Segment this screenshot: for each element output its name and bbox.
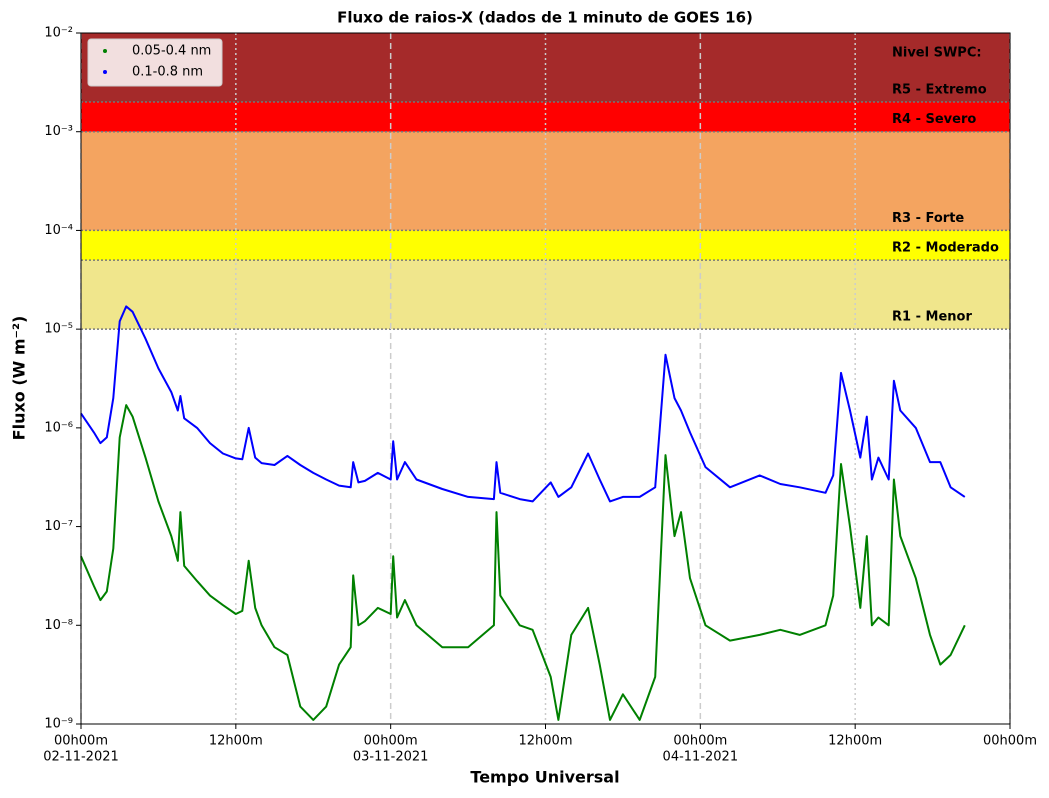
x-axis-label: Tempo Universal <box>470 768 619 787</box>
level-label: R1 - Menor <box>892 310 972 325</box>
chart-title: Fluxo de raios-X (dados de 1 minuto de G… <box>337 9 753 27</box>
x-tick-label: 00h00m <box>54 734 108 749</box>
x-tick-label: 12h00m <box>209 734 263 749</box>
legend-box <box>87 38 223 87</box>
y-tick-label: 10⁻⁴ <box>44 223 73 238</box>
x-tick-label: 00h00m <box>364 734 418 749</box>
series-line <box>80 404 966 721</box>
y-tick-label: 10⁻⁷ <box>44 519 73 534</box>
legend-marker <box>103 49 107 53</box>
x-tick-date: 04-11-2021 <box>663 750 739 765</box>
y-tick-label: 10⁻³ <box>44 124 73 139</box>
y-tick-label: 10⁻⁸ <box>44 618 73 633</box>
x-tick-label: 12h00m <box>519 734 573 749</box>
x-tick-label: 12h00m <box>828 734 882 749</box>
level-label: R4 - Severo <box>892 112 976 127</box>
y-tick-label: 10⁻⁵ <box>44 322 73 337</box>
y-tick-label: 10⁻⁶ <box>44 420 73 435</box>
level-band <box>81 101 1010 132</box>
level-band <box>81 131 1010 231</box>
legend-marker <box>103 70 107 74</box>
levels-title: Nivel SWPC: <box>892 46 982 61</box>
level-label: R3 - Forte <box>892 211 964 226</box>
legend-label: 0.1-0.8 nm <box>132 65 203 80</box>
x-tick-label: 00h00m <box>983 734 1037 749</box>
x-tick-date: 03-11-2021 <box>353 750 429 765</box>
x-tick-date: 02-11-2021 <box>43 750 119 765</box>
legend-label: 0.05-0.4 nm <box>132 44 211 59</box>
plot-frame <box>80 32 1011 725</box>
level-label: R2 - Moderado <box>892 241 999 256</box>
y-axis-label: Fluxo (W m⁻²) <box>10 316 29 441</box>
y-tick-label: 10⁻⁹ <box>44 717 73 732</box>
y-tick-label: 10⁻² <box>44 26 73 41</box>
series-line <box>80 305 966 503</box>
plot-area <box>80 33 1011 724</box>
x-tick-label: 00h00m <box>673 734 727 749</box>
level-band <box>81 230 1010 261</box>
level-label: R5 - Extremo <box>892 82 987 97</box>
